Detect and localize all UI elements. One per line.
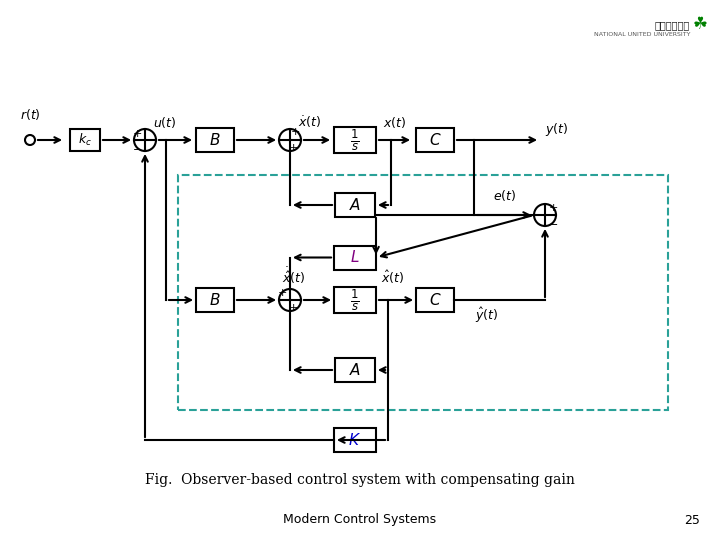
FancyBboxPatch shape [416, 128, 454, 152]
Text: $\hat{y}(t)$: $\hat{y}(t)$ [475, 306, 498, 325]
FancyBboxPatch shape [196, 288, 234, 312]
Text: NATIONAL UNITED UNIVERSITY: NATIONAL UNITED UNIVERSITY [593, 32, 690, 37]
Text: $\dot{x}(t)$: $\dot{x}(t)$ [298, 114, 322, 130]
Text: $r(t)$: $r(t)$ [19, 107, 40, 122]
Circle shape [279, 289, 301, 311]
Text: Modern Control Systems: Modern Control Systems [284, 514, 436, 526]
Text: $u(t)$: $u(t)$ [153, 115, 176, 130]
Circle shape [279, 129, 301, 151]
Text: $\frac{1}{s}$: $\frac{1}{s}$ [351, 287, 360, 313]
Text: +: + [277, 288, 287, 298]
Text: $L$: $L$ [350, 249, 360, 266]
Text: $K$: $K$ [348, 432, 361, 448]
Text: $x(t)$: $x(t)$ [383, 115, 407, 130]
Text: $\hat{x}(t)$: $\hat{x}(t)$ [382, 269, 405, 286]
Text: ☘: ☘ [693, 15, 708, 33]
Text: $-$: $-$ [132, 143, 142, 153]
Text: $y(t)$: $y(t)$ [545, 122, 568, 138]
FancyBboxPatch shape [335, 193, 375, 217]
FancyBboxPatch shape [416, 288, 454, 312]
Text: $\frac{1}{s}$: $\frac{1}{s}$ [351, 127, 360, 153]
FancyBboxPatch shape [334, 127, 376, 153]
FancyBboxPatch shape [334, 428, 376, 452]
FancyBboxPatch shape [196, 128, 234, 152]
Text: $-$: $-$ [548, 218, 558, 228]
Circle shape [534, 204, 556, 226]
Text: $A$: $A$ [349, 362, 361, 378]
Text: +: + [288, 303, 297, 313]
Text: $B$: $B$ [210, 292, 221, 308]
Text: +: + [549, 203, 558, 213]
Text: $B$: $B$ [210, 132, 221, 148]
FancyBboxPatch shape [70, 129, 100, 151]
Text: Fig.  Observer-based control system with compensating gain: Fig. Observer-based control system with … [145, 473, 575, 487]
Text: 25: 25 [684, 514, 700, 526]
FancyBboxPatch shape [335, 358, 375, 382]
Text: +: + [290, 127, 300, 137]
Text: $A$: $A$ [349, 197, 361, 213]
Text: +: + [288, 143, 297, 153]
Circle shape [25, 135, 35, 145]
Text: $C$: $C$ [428, 132, 441, 148]
Text: +: + [132, 129, 142, 139]
Text: $C$: $C$ [428, 292, 441, 308]
Text: 國立聯合大學: 國立聯合大學 [654, 20, 690, 30]
Circle shape [134, 129, 156, 151]
FancyBboxPatch shape [334, 287, 376, 313]
FancyBboxPatch shape [334, 246, 376, 269]
Text: $e(t)$: $e(t)$ [493, 188, 517, 203]
Text: $\dot{\hat{x}}(t)$: $\dot{\hat{x}}(t)$ [282, 265, 306, 286]
Text: $k_c$: $k_c$ [78, 132, 92, 148]
